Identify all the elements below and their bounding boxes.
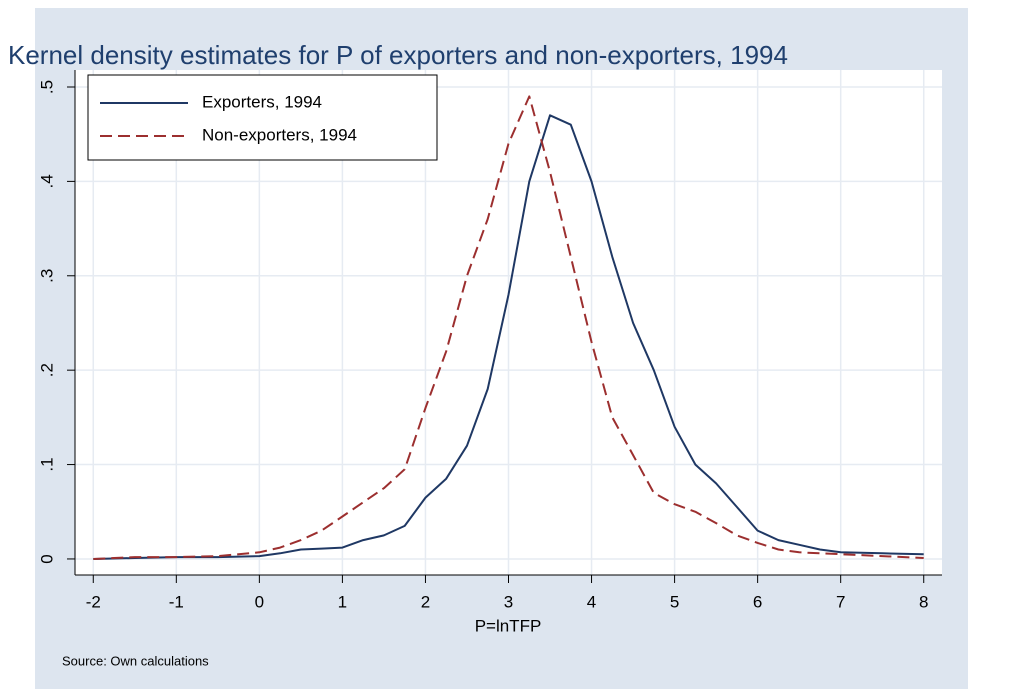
x-axis-label: P=lnTFP [475, 616, 542, 635]
source-note: Source: Own calculations [62, 653, 209, 668]
y-tick-label: .5 [37, 80, 56, 94]
y-tick-label: .4 [37, 174, 56, 188]
legend-box [87, 74, 438, 161]
x-tick-label: 0 [255, 592, 264, 611]
series-line [93, 114, 924, 560]
y-tick-label: .1 [37, 457, 56, 471]
x-tick-label: 1 [338, 592, 347, 611]
axes: 0 .1 .2 .3 .4 .5 -2 -1 0 1 2 3 4 5 6 7 8 [37, 70, 942, 611]
series-line [93, 95, 924, 560]
y-tick-label: .2 [37, 363, 56, 377]
y-tick-label: 0 [37, 554, 56, 563]
x-tick-label: -2 [86, 592, 101, 611]
lines [93, 95, 924, 560]
x-tick-label: 2 [421, 592, 430, 611]
x-tick-label: 5 [670, 592, 679, 611]
legend: Exporters, 1994 Non-exporters, 1994 [87, 74, 438, 161]
chart-title: Kernel density estimates for P of export… [8, 40, 788, 70]
x-tick-label: 3 [504, 592, 513, 611]
x-tick-label: 4 [587, 592, 596, 611]
legend-label: Non-exporters, 1994 [202, 125, 357, 144]
x-tick-label: -1 [169, 592, 184, 611]
legend-label: Exporters, 1994 [202, 92, 322, 111]
x-tick-label: 7 [836, 592, 845, 611]
x-tick-label: 8 [919, 592, 928, 611]
y-tick-label: .3 [37, 269, 56, 283]
x-tick-label: 6 [753, 592, 762, 611]
